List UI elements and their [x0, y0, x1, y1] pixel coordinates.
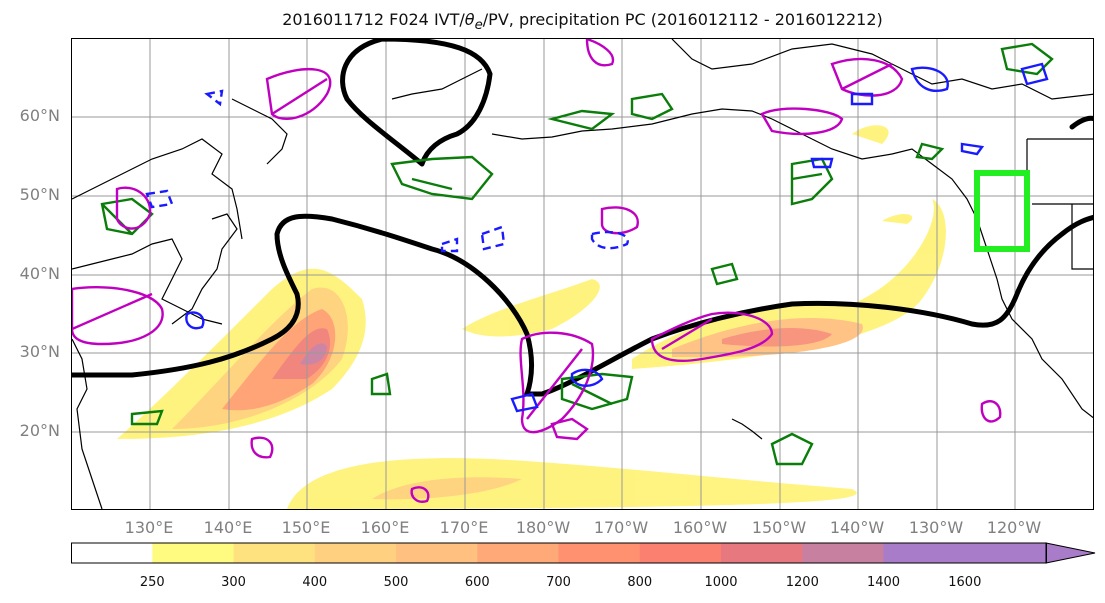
- lon-label-150w: 150°W: [751, 518, 807, 537]
- target-region-box: [974, 170, 1030, 252]
- map-canvas: [72, 39, 1093, 509]
- map-gridlines: [72, 39, 1093, 509]
- colorbar-segment: [314, 543, 397, 563]
- lon-label-160e: 160°E: [360, 518, 410, 537]
- colorbar-segment: [233, 543, 316, 563]
- lon-label-160w: 160°W: [672, 518, 728, 537]
- lon-label-120w: 120°W: [986, 518, 1042, 537]
- colorbar: [71, 542, 1096, 564]
- colorbar-segment: [721, 543, 803, 563]
- ivt-shading: [117, 125, 946, 509]
- colorbar-segment: [558, 543, 641, 563]
- blue-contours: [145, 62, 1049, 413]
- lat-label-50n: 50°N: [19, 185, 60, 204]
- colorbar-segment: [396, 543, 478, 563]
- colorbar-tick-label: 700: [546, 575, 571, 590]
- colorbar-segment: [802, 543, 885, 563]
- lon-label-140e: 140°E: [203, 518, 253, 537]
- lat-label-60n: 60°N: [19, 106, 60, 125]
- colorbar-tick-label: 1200: [785, 575, 819, 590]
- map-title: 2016011712 F024 IVT/θe/PV, precipitation…: [282, 10, 883, 34]
- lat-label-20n: 20°N: [19, 421, 60, 440]
- colorbar-tick-label: 500: [383, 575, 409, 590]
- lon-label-130w: 130°W: [908, 518, 964, 537]
- colorbar-tick-label: 600: [464, 575, 490, 590]
- lon-label-170e: 170°E: [439, 518, 489, 537]
- colorbar-tick-label: 1000: [704, 575, 738, 590]
- black-contours: [72, 39, 1093, 397]
- lon-label-130e: 130°E: [124, 518, 174, 537]
- colorbar-tick-label: 1600: [948, 575, 982, 590]
- lon-label-150e: 150°E: [281, 518, 331, 537]
- colorbar-segment: [639, 543, 722, 563]
- lon-label-180w: 180°W: [515, 518, 571, 537]
- colorbar-tick-label: 250: [139, 575, 165, 590]
- colorbar-tick-label: 800: [627, 575, 653, 590]
- colorbar-segment: [883, 543, 966, 563]
- colorbar-segment: [152, 543, 235, 563]
- lon-label-170w: 170°W: [593, 518, 649, 537]
- colorbar-gradient: [71, 542, 1096, 564]
- colorbar-segment: [477, 543, 560, 563]
- lat-label-30n: 30°N: [19, 342, 60, 361]
- colorbar-segment: [964, 543, 1047, 563]
- colorbar-tick-label: 1400: [866, 575, 901, 590]
- colorbar-tick-label: 400: [302, 575, 328, 590]
- lat-label-40n: 40°N: [19, 264, 60, 283]
- coastlines: [72, 39, 1093, 509]
- map-panel: [71, 38, 1094, 510]
- colorbar-segment: [71, 543, 153, 563]
- lon-label-140w: 140°W: [829, 518, 885, 537]
- colorbar-tick-label: 300: [221, 575, 246, 590]
